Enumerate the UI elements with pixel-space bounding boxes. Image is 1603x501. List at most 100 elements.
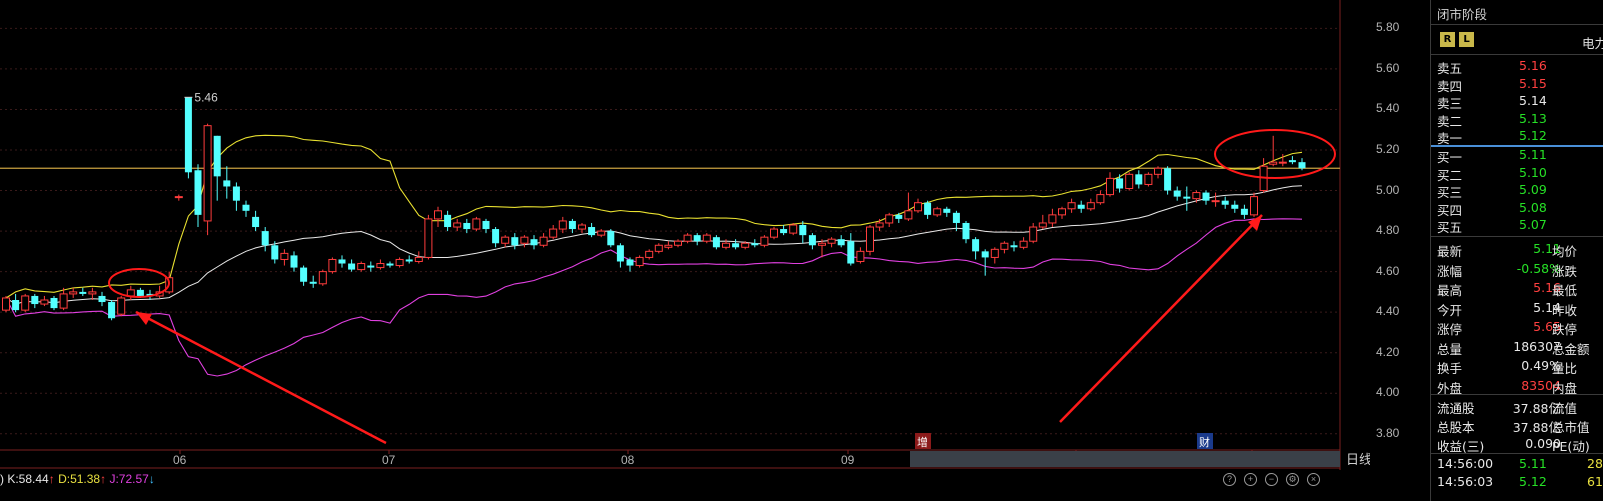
bid-label: 买三 (1437, 185, 1463, 200)
kline-chart[interactable]: 5.46060708091011日线增财 (0, 0, 1370, 501)
bid-price: 5.11 (1519, 147, 1547, 162)
candle-body-up (856, 250, 865, 262)
l-badge[interactable]: L (1459, 32, 1474, 47)
candle-body-up (818, 242, 826, 246)
zoom-out-icon[interactable]: − (1265, 473, 1278, 486)
zoom-in-icon[interactable]: + (1244, 473, 1257, 486)
ask-price: 5.16 (1519, 58, 1547, 73)
candle-body-up (126, 289, 135, 297)
tick-row: 14:56:00 5.11 28 (1437, 456, 1603, 473)
candle-body-up (395, 258, 404, 267)
spread-divider (1431, 145, 1603, 147)
stat-label: 今开 (1437, 302, 1463, 318)
ask-level: 卖二 5.13 (1437, 111, 1603, 129)
candle-body-down (1240, 208, 1248, 215)
price-tick-label: 5.60 (1376, 60, 1400, 75)
candle-body-up (318, 271, 327, 285)
ask-label: 卖二 (1437, 113, 1463, 129)
candle-body-down (108, 302, 116, 319)
event-marker (915, 433, 931, 449)
candle-body-up (424, 218, 433, 258)
stat-label: 换手 (1437, 361, 1463, 376)
candle-body-up (654, 244, 663, 252)
candle-body-down (1173, 190, 1181, 197)
fundamental-label: 总股本 (1437, 420, 1475, 435)
stat-value: 5.11 (1533, 241, 1561, 256)
candle-body-down (386, 263, 394, 266)
candle-body-down (693, 235, 701, 242)
annotation-circle (1214, 129, 1336, 179)
stat-label-2: 总金额 (1552, 341, 1590, 357)
candle-body-up (990, 248, 999, 258)
candle-body-up (21, 295, 30, 311)
candle-body-down (1202, 192, 1210, 201)
candle-body-down (1116, 178, 1124, 189)
candle-body-down (808, 235, 816, 246)
candle-body-down (1077, 204, 1085, 209)
fundamental-label-2: 流值 (1552, 401, 1578, 416)
candle-body-down (568, 220, 576, 230)
ask-price: 5.12 (1519, 128, 1547, 143)
candle-body-up (549, 228, 558, 238)
candle-body-down (981, 251, 989, 258)
candle-body-up (702, 234, 711, 242)
candle-body-up (2, 297, 10, 311)
candle-body-up (1154, 167, 1162, 175)
candle-body-down (136, 289, 144, 296)
candle-body-down (261, 231, 269, 246)
candle-body-up (578, 224, 586, 230)
date-tick-label: 08 (621, 453, 635, 467)
candle-body-up (1067, 202, 1076, 210)
settings-icon[interactable]: ⚙ (1286, 473, 1299, 486)
candle-body-down (588, 227, 596, 236)
stat-row: 总量 186307 总金额 (1437, 339, 1603, 357)
tick-price: 5.11 (1519, 456, 1547, 471)
candle-body-down (1135, 174, 1143, 185)
stat-label: 最高 (1437, 283, 1463, 298)
candle-body-up (1000, 242, 1009, 250)
boll-lower-band (5, 218, 1303, 377)
kline-svg[interactable]: 5.46060708091011日线增财 (0, 0, 1370, 501)
candle-body-down (252, 216, 260, 228)
quote-panel: 闭市阶段 R L 电力 卖五 5.16 卖四 5.15 卖三 5.14 卖二 5.13 卖一 5.… (1430, 0, 1603, 501)
max-price-label: 5.46 (194, 90, 218, 104)
candle-body-up (789, 224, 798, 234)
bid-label: 买一 (1437, 150, 1463, 165)
stat-value: 0.49% (1521, 358, 1561, 373)
candle-body-up (1038, 222, 1047, 228)
candle-body-up (174, 196, 183, 199)
candle-body-up (674, 240, 682, 246)
candle-body-up (741, 242, 750, 248)
candle-body-up (933, 208, 942, 216)
help-icon[interactable]: ? (1223, 473, 1236, 486)
fundamental-label-2: PE(动) (1552, 439, 1590, 454)
candle-body-down (607, 231, 615, 246)
date-tick-label: 09 (841, 453, 855, 467)
price-tick-label: 5.20 (1376, 142, 1400, 156)
stat-row: 最高 5.16 最低 (1437, 280, 1603, 298)
candle-body-down (79, 291, 87, 294)
candle-body-up (453, 222, 462, 228)
candle-body-down (616, 245, 624, 262)
candle-body-down (972, 239, 980, 252)
price-tick-label: 5.00 (1376, 182, 1400, 197)
candle-body-down (367, 265, 375, 268)
candle-body-up (914, 202, 922, 212)
ask-label: 卖四 (1437, 78, 1463, 94)
price-tick-label: 3.80 (1376, 425, 1400, 440)
bid-price: 5.07 (1519, 217, 1547, 232)
candle-body-down (194, 170, 202, 215)
fundamental-label: 收益(三) (1437, 439, 1485, 454)
r-badge[interactable]: R (1440, 32, 1455, 47)
price-tick-label: 4.00 (1376, 385, 1400, 400)
close-icon[interactable]: × (1307, 473, 1320, 486)
candle-body-down (943, 208, 951, 213)
candle-body-down (751, 243, 759, 246)
candle-body-up (1192, 192, 1201, 200)
bid-label: 买二 (1437, 167, 1463, 183)
tick-volume: 61 (1587, 474, 1603, 489)
boll-upper-band (5, 134, 1303, 299)
candle-body-down (12, 300, 20, 311)
event-marker-label: 财 (1199, 435, 1210, 449)
fundamental-row: 收益(三) 0.090 PE(动) (1437, 436, 1603, 454)
